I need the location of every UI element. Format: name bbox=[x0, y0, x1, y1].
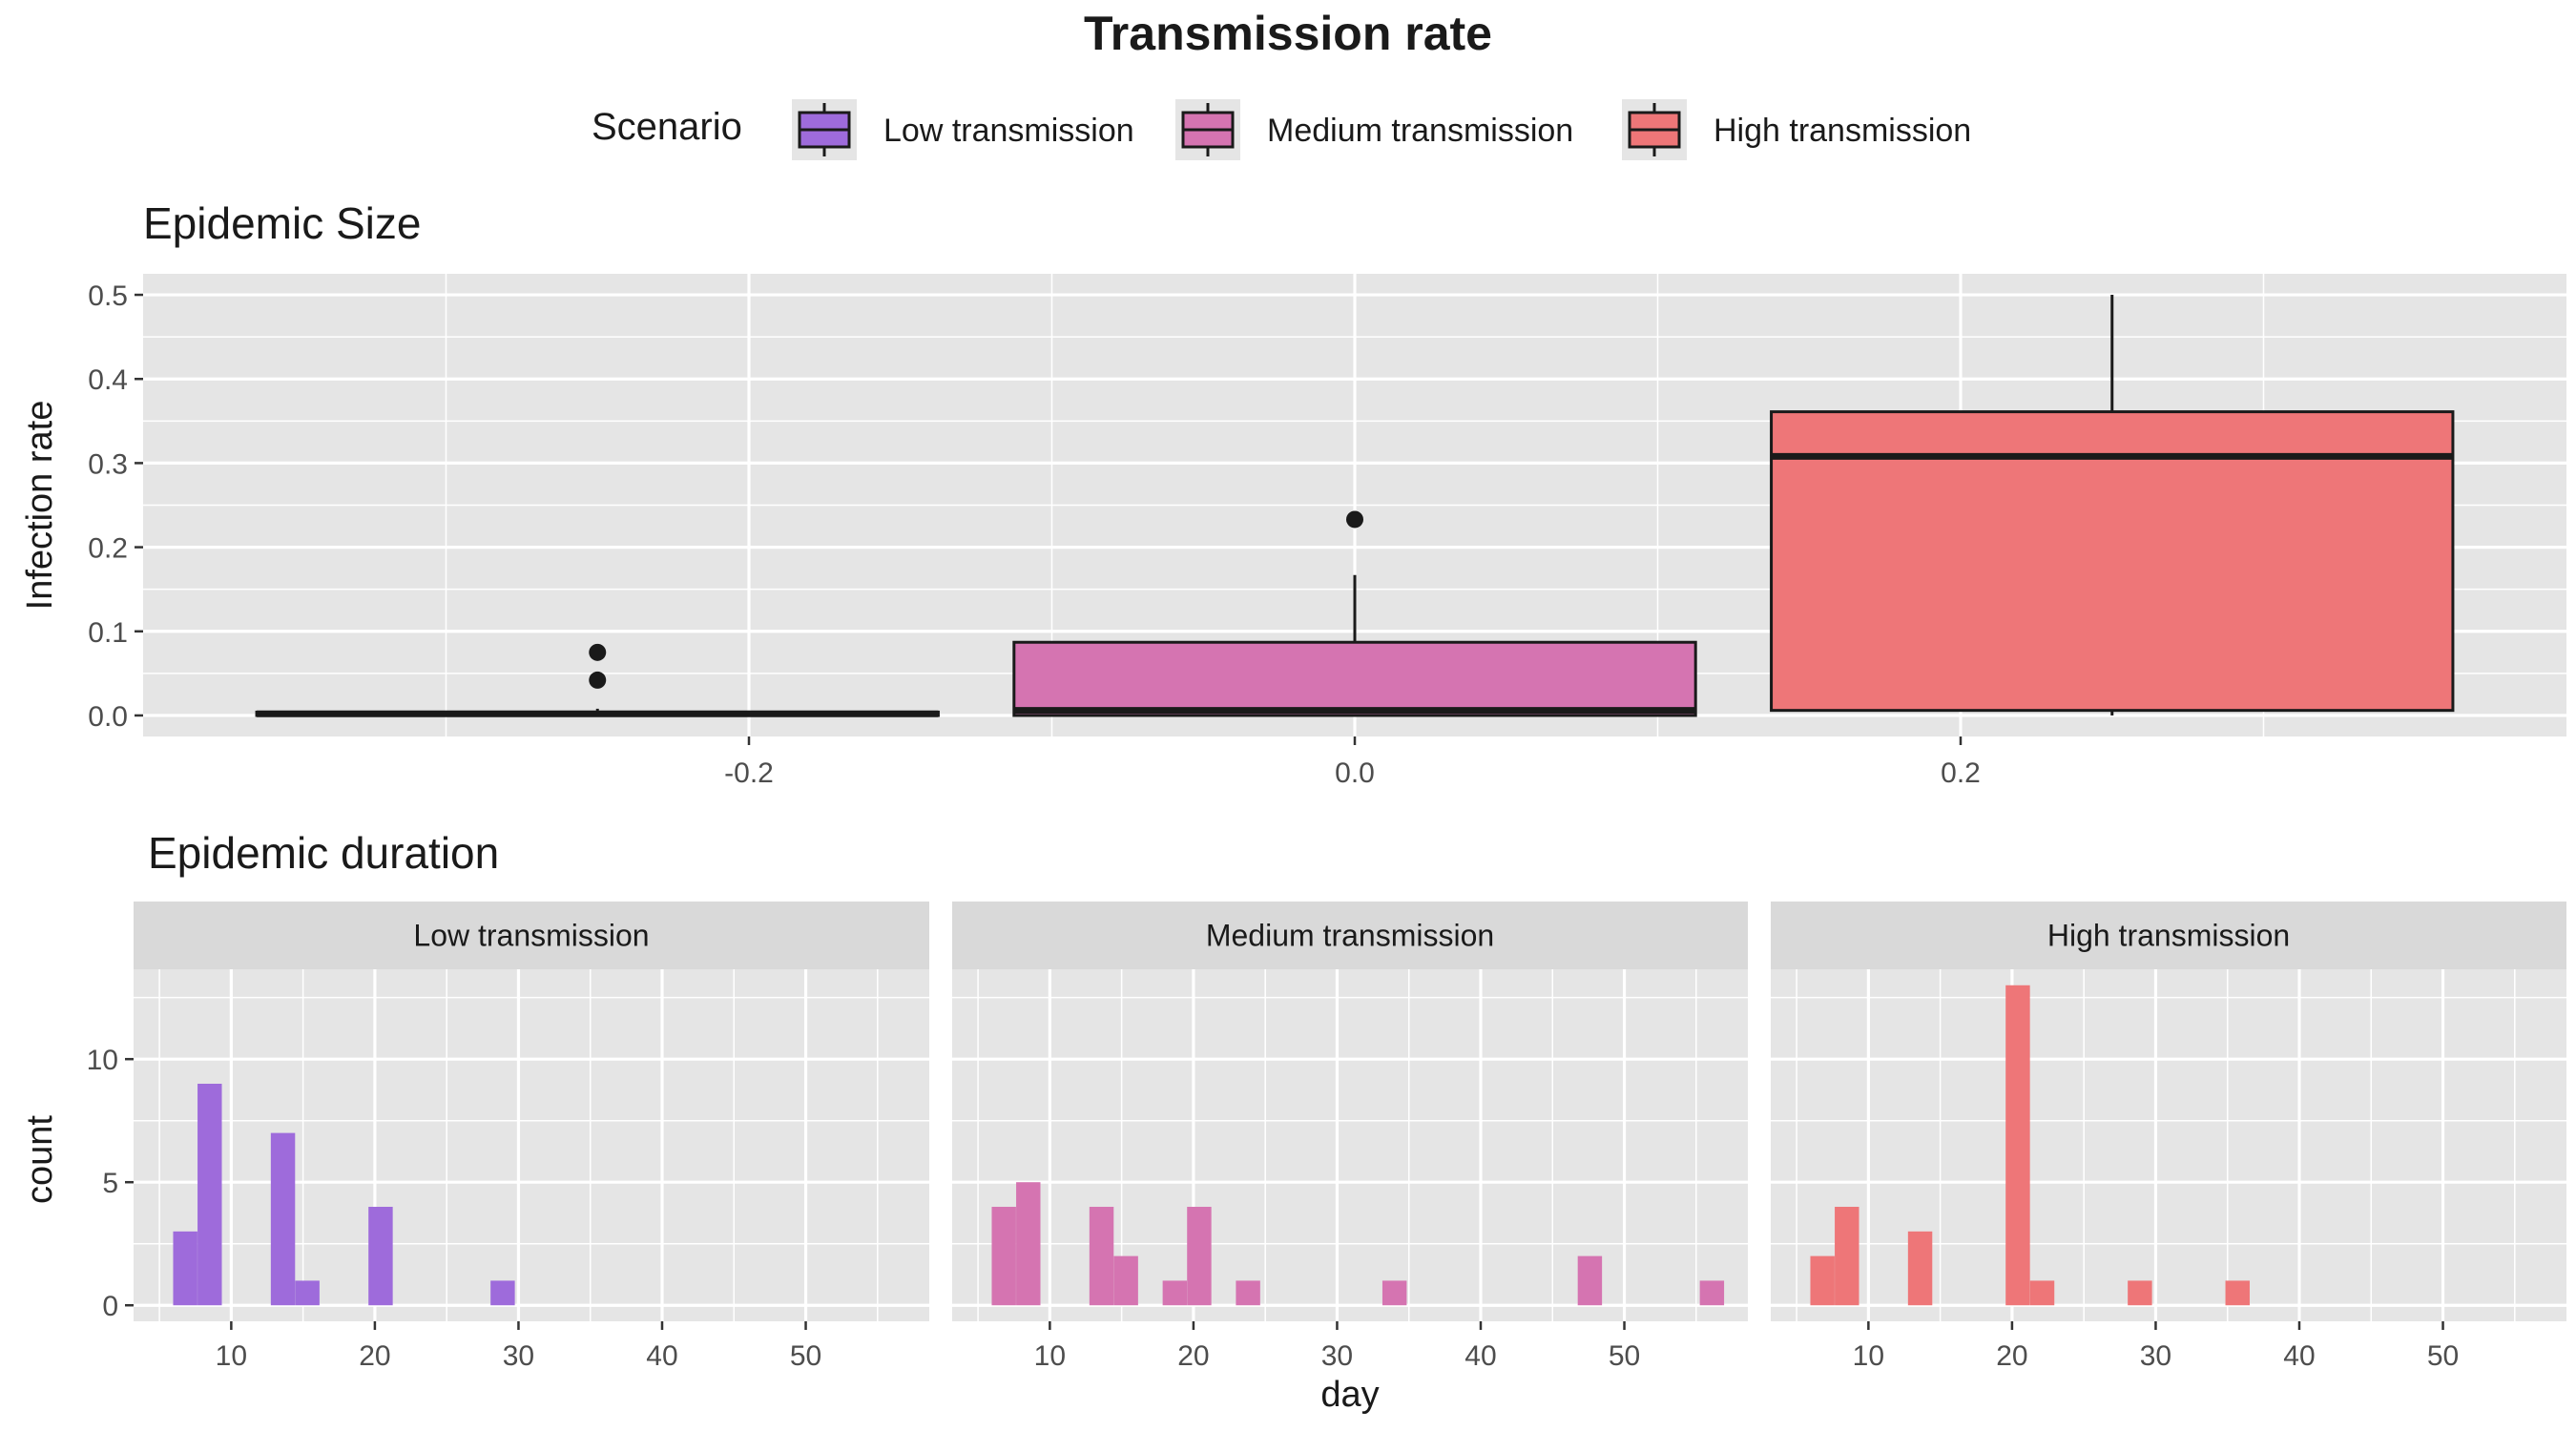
histogram-bar bbox=[197, 1083, 222, 1306]
box-body bbox=[1770, 410, 2455, 713]
x-tick-label: 50 bbox=[2427, 1340, 2459, 1372]
facet-strip-label: Medium transmission bbox=[1206, 919, 1494, 953]
legend-label: High transmission bbox=[1714, 113, 1971, 149]
outlier-point bbox=[1346, 510, 1363, 529]
y-tick-label: 0.5 bbox=[88, 280, 128, 312]
panel-title: Epidemic Size bbox=[143, 198, 421, 248]
x-tick-label: 40 bbox=[1465, 1340, 1496, 1372]
x-tick-label: 30 bbox=[1321, 1340, 1353, 1372]
box-medium-transmission bbox=[1012, 510, 1697, 717]
panel-title: Epidemic duration bbox=[148, 828, 499, 878]
facet-medium-transmission: Medium transmission 10 20 30 40 50 bbox=[952, 902, 1748, 1372]
histogram-bar bbox=[2029, 1280, 2055, 1306]
x-tick-label: 30 bbox=[503, 1340, 534, 1372]
x-tick-label: 30 bbox=[2140, 1340, 2171, 1372]
histogram-bar bbox=[1810, 1255, 1835, 1306]
y-tick-label: 0.0 bbox=[88, 701, 128, 733]
histogram-bar bbox=[1016, 1182, 1041, 1306]
histogram-bar bbox=[1162, 1280, 1188, 1306]
facet-strip-label: Low transmission bbox=[413, 919, 649, 953]
y-tick-label: 10 bbox=[87, 1045, 118, 1076]
outlier-point bbox=[589, 671, 607, 689]
histogram-bar bbox=[1699, 1280, 1725, 1306]
histogram-bar bbox=[1236, 1280, 1260, 1306]
histogram-bar bbox=[1187, 1207, 1212, 1306]
histogram-bar bbox=[991, 1207, 1016, 1306]
box-body bbox=[1012, 640, 1697, 717]
legend-items: Low transmission Medium transmission High … bbox=[792, 99, 1971, 160]
x-tick-label: 10 bbox=[1853, 1340, 1884, 1372]
x-tick-label: 20 bbox=[1177, 1340, 1209, 1372]
facet-low-transmission: Low transmission 10 20 30 40 50 0 5 10 bbox=[87, 902, 929, 1372]
histogram-bar bbox=[1089, 1207, 1114, 1306]
x-tick-label: -0.2 bbox=[724, 757, 774, 789]
y-tick-label: 0.4 bbox=[88, 364, 128, 396]
facet-high-transmission: High transmission 10 20 30 40 50 bbox=[1771, 902, 2566, 1372]
chart-title: Transmission rate bbox=[1084, 7, 1492, 60]
epidemic-duration-panel: Epidemic duration count day Low transmissio… bbox=[20, 828, 2566, 1415]
facet-strip bbox=[134, 902, 929, 969]
epidemic-size-panel: Epidemic Size 0.0 0.1 0.2 0.3 0.4 0.5 -0.2 0.0 0.… bbox=[20, 198, 2566, 789]
outlier-point bbox=[589, 643, 607, 661]
facet-strip bbox=[1771, 902, 2566, 969]
x-tick-label: 40 bbox=[646, 1340, 677, 1372]
histogram-bar bbox=[490, 1280, 515, 1306]
histogram-bar bbox=[1835, 1207, 1859, 1306]
histogram-bar bbox=[1907, 1231, 1933, 1306]
legend: Scenario Low transmission Medium transmis… bbox=[592, 99, 1971, 160]
legend-label: Medium transmission bbox=[1267, 113, 1573, 149]
histogram-bar bbox=[173, 1231, 197, 1306]
legend-title: Scenario bbox=[592, 106, 742, 148]
x-axis-label: day bbox=[1320, 1375, 1379, 1415]
y-tick-label: 0 bbox=[102, 1291, 118, 1322]
facet-strip-label: High transmission bbox=[2047, 919, 2290, 953]
histogram-bar bbox=[2128, 1280, 2152, 1306]
x-tick-label: 10 bbox=[1034, 1340, 1066, 1372]
y-tick-label: 0.1 bbox=[88, 617, 128, 649]
histogram-bar bbox=[2225, 1280, 2250, 1306]
x-tick-label: 20 bbox=[1996, 1340, 2027, 1372]
histogram-bar bbox=[1381, 1280, 1407, 1306]
y-tick-label: 0.2 bbox=[88, 533, 128, 565]
x-tick-label: 20 bbox=[359, 1340, 390, 1372]
histogram-bar bbox=[295, 1280, 320, 1306]
histogram-bar bbox=[270, 1132, 296, 1306]
x-tick-label: 0.0 bbox=[1335, 757, 1375, 789]
x-tick-label: 50 bbox=[1609, 1340, 1640, 1372]
box-low-transmission bbox=[255, 643, 940, 717]
x-tick-label: 10 bbox=[216, 1340, 247, 1372]
y-tick-label: 5 bbox=[102, 1168, 118, 1199]
histogram-bar bbox=[1113, 1255, 1138, 1306]
plot-background bbox=[134, 969, 929, 1321]
x-tick-label: 0.2 bbox=[1941, 757, 1981, 789]
legend-label: Low transmission bbox=[883, 113, 1134, 149]
histogram-bar bbox=[368, 1207, 393, 1306]
facet-strip bbox=[952, 902, 1748, 969]
histogram-bar bbox=[2005, 985, 2030, 1306]
y-axis-label: count bbox=[20, 1115, 60, 1204]
x-tick-label: 50 bbox=[790, 1340, 821, 1372]
y-axis-label: Infection rate bbox=[20, 401, 60, 611]
histogram-bar bbox=[1577, 1255, 1603, 1306]
x-tick-label: 40 bbox=[2283, 1340, 2315, 1372]
box-high-transmission bbox=[1770, 295, 2455, 716]
plot-background bbox=[952, 969, 1748, 1321]
y-tick-label: 0.3 bbox=[88, 448, 128, 480]
plot-background bbox=[1771, 969, 2566, 1321]
